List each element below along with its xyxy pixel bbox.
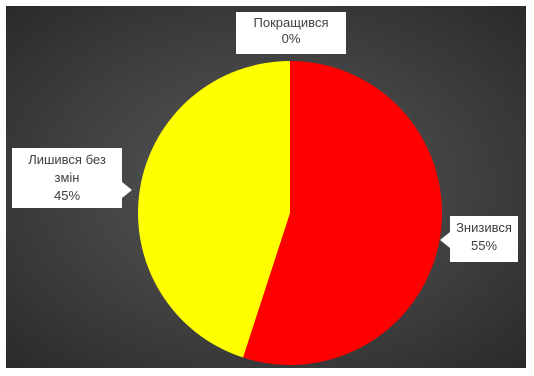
data-label-unchanged-pointer (122, 182, 132, 198)
pie-slice-decreased (243, 61, 443, 366)
data-label-improved-value: 0% (281, 31, 301, 46)
data-label-unchanged-category: Лишився без змін (28, 152, 106, 185)
data-label-decreased-category: Знизився (456, 220, 512, 235)
data-label-improved-category: Покращився (253, 15, 329, 30)
data-label-unchanged: Лишився без змін 45% (12, 148, 122, 208)
chart-area: Покращився 0% Лишився без змін 45% Знизи… (6, 6, 526, 368)
data-label-decreased-pointer (440, 232, 450, 248)
data-label-improved: Покращився 0% (236, 12, 346, 54)
data-label-decreased-value: 55% (470, 238, 498, 253)
data-label-decreased: Знизився 55% (450, 216, 518, 262)
data-label-unchanged-value: 45% (53, 188, 81, 203)
pie-slice-unchanged (138, 61, 290, 358)
pie-chart (138, 61, 443, 366)
